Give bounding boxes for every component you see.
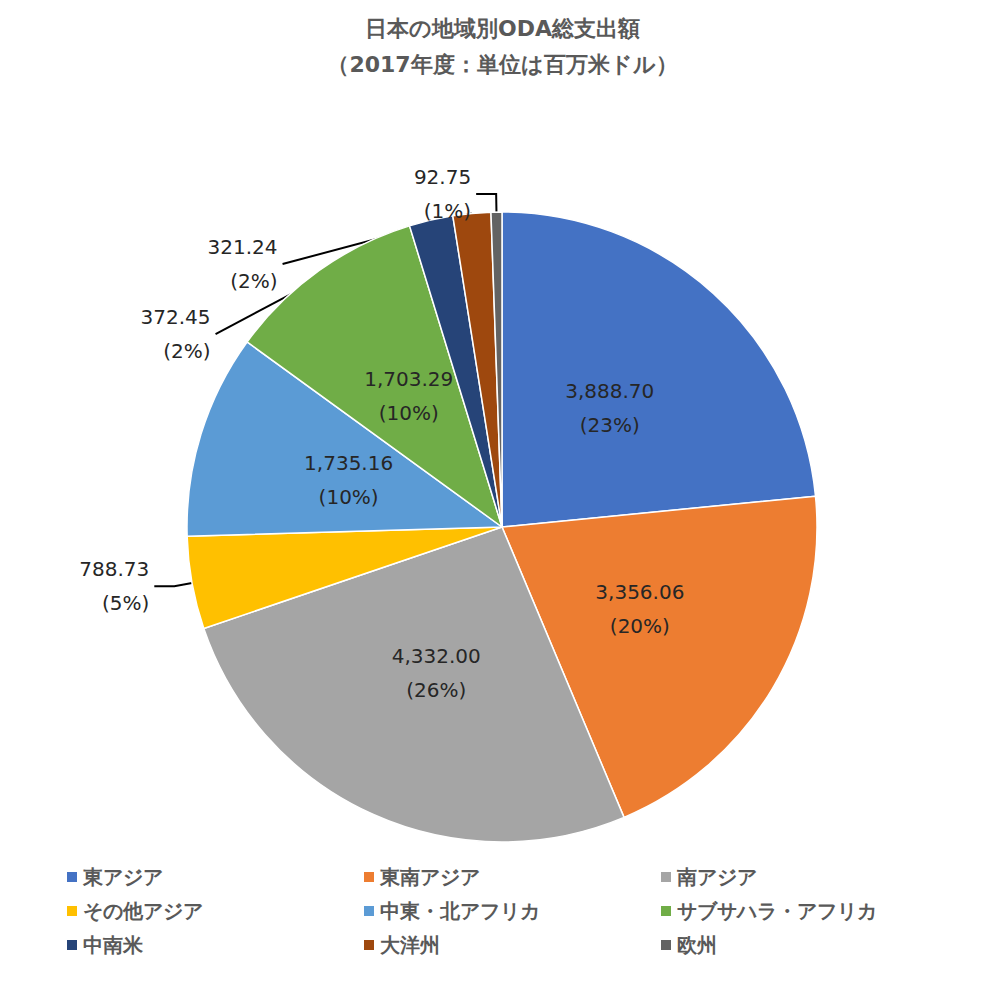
svg-text:(20%): (20%) bbox=[610, 614, 670, 638]
svg-text:(2%): (2%) bbox=[230, 269, 277, 293]
svg-text:東南アジア: 東南アジア bbox=[379, 865, 480, 889]
svg-text:(23%): (23%) bbox=[580, 413, 640, 437]
svg-text:(2%): (2%) bbox=[163, 339, 210, 363]
svg-text:321.24: 321.24 bbox=[208, 235, 278, 259]
svg-text:788.73: 788.73 bbox=[79, 557, 149, 581]
svg-text:(10%): (10%) bbox=[319, 485, 379, 509]
svg-text:(10%): (10%) bbox=[379, 401, 439, 425]
svg-text:大洋州: 大洋州 bbox=[380, 933, 440, 957]
svg-text:3,356.06: 3,356.06 bbox=[595, 580, 684, 604]
svg-text:その他アジア: その他アジア bbox=[83, 899, 203, 923]
svg-text:(5%): (5%) bbox=[102, 591, 149, 615]
svg-text:サブサハラ・アフリカ: サブサハラ・アフリカ bbox=[677, 899, 877, 923]
svg-text:（2017年度：単位は百万米ドル）: （2017年度：単位は百万米ドル） bbox=[327, 52, 677, 77]
svg-text:3,888.70: 3,888.70 bbox=[565, 379, 654, 403]
svg-text:(1%): (1%) bbox=[424, 199, 471, 223]
svg-text:中南米: 中南米 bbox=[83, 933, 144, 957]
svg-text:南アジア: 南アジア bbox=[676, 865, 757, 889]
svg-text:4,332.00: 4,332.00 bbox=[392, 644, 481, 668]
svg-text:1,735.16: 1,735.16 bbox=[304, 451, 393, 475]
svg-text:中東・北アフリカ: 中東・北アフリカ bbox=[380, 899, 540, 923]
svg-text:92.75: 92.75 bbox=[414, 165, 471, 189]
svg-text:(26%): (26%) bbox=[406, 678, 466, 702]
svg-text:欧州: 欧州 bbox=[677, 933, 717, 957]
svg-text:東アジア: 東アジア bbox=[82, 865, 163, 889]
svg-text:1,703.29: 1,703.29 bbox=[364, 367, 453, 391]
svg-text:日本の地域別ODA総支出額: 日本の地域別ODA総支出額 bbox=[365, 16, 640, 41]
svg-text:372.45: 372.45 bbox=[141, 305, 211, 329]
